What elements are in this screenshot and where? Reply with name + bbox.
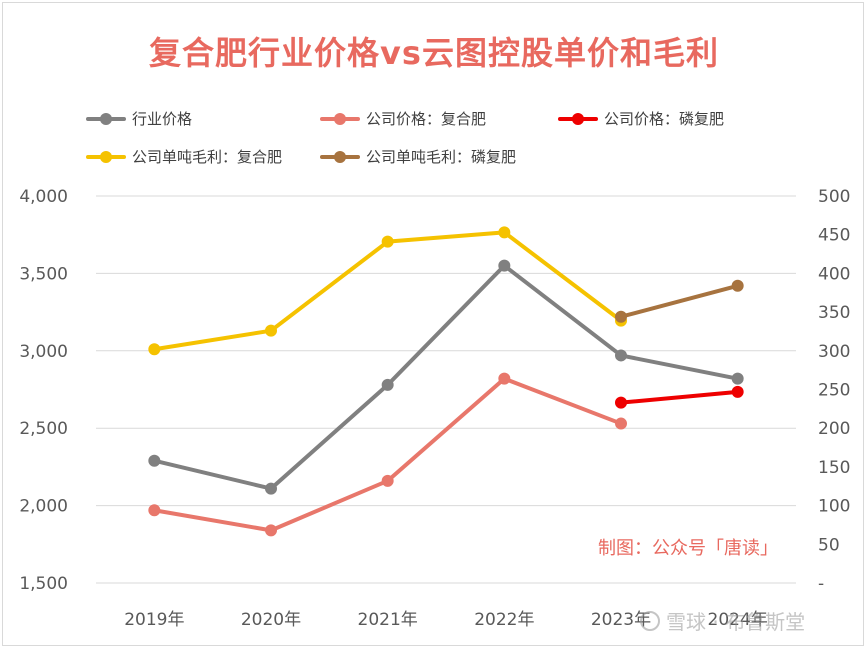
- x-axis-tick-label: 2022年: [474, 610, 534, 630]
- legend-label: 公司价格：磷复肥: [604, 110, 725, 128]
- data-point: [731, 385, 744, 398]
- right-axis-tick-label: 450: [818, 226, 850, 246]
- series-line-1: [152, 376, 623, 533]
- right-axis-tick-label: 300: [818, 342, 850, 362]
- legend-swatch-company-phosphate-price: [558, 112, 598, 125]
- chart-title: 复合肥行业价格vs云图控股单价和毛利: [149, 34, 719, 72]
- watermark-text: 雪球 · 布鲁斯堂: [666, 610, 806, 634]
- data-point: [148, 454, 161, 467]
- data-point: [731, 279, 744, 292]
- legend-item-industry-price: 行业价格: [86, 108, 192, 129]
- right-axis-tick-label: 200: [818, 419, 850, 439]
- data-point: [381, 378, 394, 391]
- right-axis-tick-label: -: [818, 574, 824, 594]
- legend-label: 公司单吨毛利：复合肥: [132, 148, 283, 166]
- left-axis-tick-label: 2,000: [19, 497, 68, 517]
- right-axis-tick-label: 350: [818, 303, 850, 323]
- series-line-3: [152, 230, 623, 352]
- data-point: [615, 310, 627, 323]
- data-point: [731, 372, 744, 385]
- x-axis-tick-label: 2024年: [708, 610, 768, 630]
- data-point: [615, 396, 627, 409]
- x-axis-tick-label: 2020年: [241, 610, 301, 630]
- x-axis-tick-label: 2019年: [124, 610, 184, 630]
- series-line-0: [152, 263, 740, 491]
- chart-credit-annotation: 制图：公众号「唐读」: [598, 538, 778, 559]
- series-line-4: [619, 283, 740, 319]
- legend-swatch-compound-margin: [86, 150, 126, 163]
- left-axis-tick-label: 3,500: [19, 264, 68, 284]
- data-point: [615, 417, 627, 430]
- x-axis-tick-label: 2023年: [591, 610, 651, 630]
- data-point: [265, 482, 277, 495]
- left-axis-tick-label: 1,500: [19, 574, 68, 594]
- legend-item-compound-margin: 公司单吨毛利：复合肥: [86, 146, 282, 167]
- left-axis-tick-label: 2,500: [19, 419, 68, 439]
- left-axis-tick-label: 3,000: [19, 342, 68, 362]
- data-point: [615, 349, 627, 362]
- data-point: [498, 372, 511, 385]
- data-point: [498, 226, 511, 239]
- data-point: [381, 474, 394, 487]
- legend-label: 行业价格: [132, 110, 193, 128]
- legend-swatch-industry-price: [86, 112, 126, 125]
- data-point: [148, 343, 161, 356]
- legend-swatch-company-compound-price: [320, 112, 360, 125]
- legend-item-phosphate-margin: 公司单吨毛利：磷复肥: [320, 146, 516, 167]
- right-axis-tick-label: 100: [818, 497, 850, 517]
- legend-label: 公司单吨毛利：磷复肥: [366, 148, 517, 166]
- x-axis-tick-label: 2021年: [358, 610, 418, 630]
- right-axis-tick-label: 150: [818, 458, 850, 478]
- legend-item-company-compound-price: 公司价格：复合肥: [320, 108, 486, 129]
- right-axis-tick-label: 250: [818, 381, 850, 401]
- legend-label: 公司价格：复合肥: [366, 110, 487, 128]
- data-point: [498, 259, 511, 272]
- legend-item-company-phosphate-price: 公司价格：磷复肥: [558, 108, 724, 129]
- series-line-2: [619, 389, 740, 405]
- legend-swatch-phosphate-margin: [320, 150, 360, 163]
- right-axis-tick-label: 50: [818, 535, 840, 555]
- data-point: [265, 524, 277, 537]
- right-axis-tick-label: 400: [818, 264, 850, 284]
- snowball-logo-icon: [640, 610, 660, 631]
- right-axis-tick-label: 500: [818, 187, 850, 207]
- watermark: 雪球 · 布鲁斯堂: [640, 606, 805, 635]
- data-point: [148, 504, 161, 517]
- data-point: [265, 324, 277, 337]
- left-axis-tick-label: 4,000: [19, 187, 68, 207]
- data-point: [381, 235, 394, 248]
